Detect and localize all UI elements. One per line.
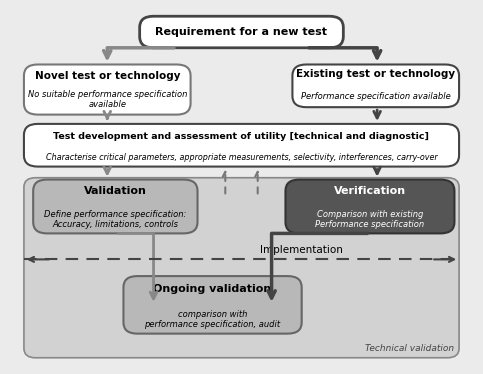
FancyBboxPatch shape: [285, 180, 455, 233]
FancyBboxPatch shape: [24, 64, 191, 114]
FancyBboxPatch shape: [33, 180, 198, 233]
Text: Performance specification available: Performance specification available: [301, 92, 451, 101]
Text: Novel test or technology: Novel test or technology: [34, 71, 180, 81]
FancyBboxPatch shape: [140, 16, 343, 48]
Text: Technical validation: Technical validation: [365, 344, 455, 353]
Text: Ongoing validation: Ongoing validation: [154, 284, 272, 294]
FancyBboxPatch shape: [124, 276, 302, 334]
Text: No suitable performance specification
available: No suitable performance specification av…: [28, 90, 187, 110]
FancyBboxPatch shape: [24, 124, 459, 166]
FancyBboxPatch shape: [292, 64, 459, 107]
Text: comparison with
performance specification, audit: comparison with performance specificatio…: [144, 310, 281, 329]
Text: Test development and assessment of utility [technical and diagnostic]: Test development and assessment of utili…: [54, 132, 429, 141]
Text: Define performance specification:
Accuracy, limitations, controls: Define performance specification: Accura…: [44, 209, 186, 229]
Text: Implementation: Implementation: [260, 245, 343, 255]
Text: Characterise critical parameters, appropriate measurements, selectivity, interfe: Characterise critical parameters, approp…: [46, 153, 437, 162]
FancyBboxPatch shape: [24, 178, 459, 358]
Text: Existing test or technology: Existing test or technology: [296, 69, 455, 79]
Text: Validation: Validation: [84, 187, 147, 196]
Text: Requirement for a new test: Requirement for a new test: [156, 27, 327, 37]
Text: Comparison with existing
Performance specification: Comparison with existing Performance spe…: [315, 209, 425, 229]
Text: Verification: Verification: [334, 187, 406, 196]
